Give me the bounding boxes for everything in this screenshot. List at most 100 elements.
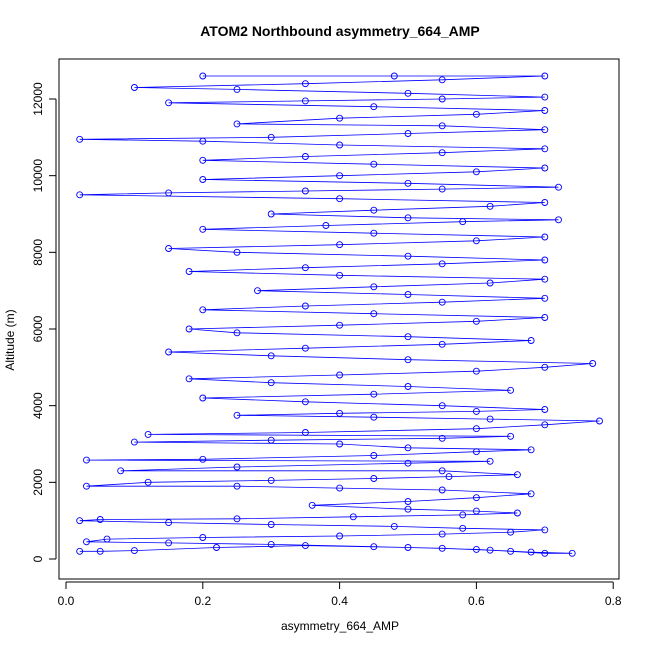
data-point (370, 452, 378, 459)
data-point (390, 522, 398, 530)
y-tick-label: 2000 (31, 469, 45, 496)
y-axis-label: Altitude (m) (3, 309, 17, 370)
data-point (438, 298, 446, 306)
data-point (472, 448, 480, 456)
data-point (370, 390, 378, 398)
data-point (213, 544, 220, 551)
data-point (472, 168, 480, 176)
data-point (336, 195, 344, 203)
data-point (438, 260, 446, 268)
data-point (370, 310, 378, 318)
plot-frame (58, 58, 620, 580)
data-point (370, 413, 378, 421)
data-point (233, 515, 241, 523)
data-point (459, 218, 467, 226)
data-point (267, 540, 275, 548)
x-axis-label: asymmetry_664_AMP (281, 619, 399, 633)
data-point (404, 505, 412, 513)
data-point (130, 438, 138, 446)
data-point (568, 549, 576, 557)
data-point (233, 248, 241, 256)
data-point (370, 283, 378, 291)
data-point (486, 415, 494, 423)
x-tick-label: 0.4 (331, 594, 348, 608)
data-point (438, 530, 446, 538)
data-point (165, 539, 173, 547)
data-point (527, 446, 535, 454)
data-point (438, 544, 446, 552)
data-point (301, 429, 309, 436)
data-point (596, 417, 603, 425)
data-point (370, 543, 378, 551)
y-tick-label: 10000 (31, 159, 45, 193)
data-point (267, 521, 275, 528)
data-point (267, 352, 275, 360)
data-point (336, 114, 344, 122)
data-point (472, 317, 480, 325)
data-point (336, 141, 344, 149)
data-point (472, 507, 480, 515)
data-point (76, 191, 84, 199)
data-point (438, 76, 446, 84)
data-point (185, 375, 193, 383)
data-point (404, 498, 412, 505)
data-point (404, 356, 412, 364)
data-point (370, 103, 378, 111)
data-point (336, 271, 344, 279)
data-point (541, 256, 549, 264)
data-point (199, 455, 207, 463)
data-point (541, 233, 549, 241)
data-point (438, 149, 446, 157)
data-point (336, 484, 344, 492)
data-point (459, 524, 467, 532)
data-point (404, 383, 412, 390)
y-tick-label: 6000 (31, 315, 45, 342)
data-point (336, 172, 344, 180)
data-point (349, 513, 357, 521)
data-point (541, 421, 549, 429)
data-point (541, 93, 549, 101)
data-point (199, 306, 207, 314)
data-point (199, 137, 207, 145)
data-point (267, 436, 275, 444)
data-point (233, 463, 241, 471)
data-point (486, 202, 494, 210)
data-point (370, 475, 378, 482)
data-point (541, 199, 549, 206)
data-point (308, 501, 316, 509)
data-point (513, 509, 521, 517)
data-point (404, 444, 412, 452)
data-point (267, 476, 275, 484)
data-point (472, 237, 480, 245)
data-point (301, 344, 309, 352)
data-point (541, 145, 549, 153)
x-axis: 0.0 0.2 0.4 0.6 0.8 (58, 581, 622, 608)
data-point (301, 302, 309, 310)
data-point (438, 434, 446, 442)
data-point (541, 549, 549, 557)
data-point (507, 528, 515, 536)
data-point (589, 360, 597, 367)
data-point (233, 411, 241, 419)
data-point (541, 314, 549, 321)
data-point (404, 333, 412, 341)
data-point (438, 402, 446, 410)
series-0 (76, 72, 603, 557)
data-point (199, 156, 207, 164)
data-point (165, 99, 173, 107)
y-tick-label: 0 (31, 555, 45, 562)
data-point (336, 321, 344, 329)
data-point (555, 183, 562, 191)
data-point (185, 268, 193, 275)
data-point (130, 547, 138, 555)
data-point (507, 547, 515, 555)
data-point (83, 482, 90, 490)
data-point (370, 206, 378, 214)
data-point (438, 95, 446, 103)
data-point (541, 294, 549, 302)
data-point (336, 241, 344, 249)
data-point (486, 279, 494, 287)
data-point (390, 72, 398, 80)
series-line (79, 75, 600, 554)
data-point (541, 164, 549, 172)
